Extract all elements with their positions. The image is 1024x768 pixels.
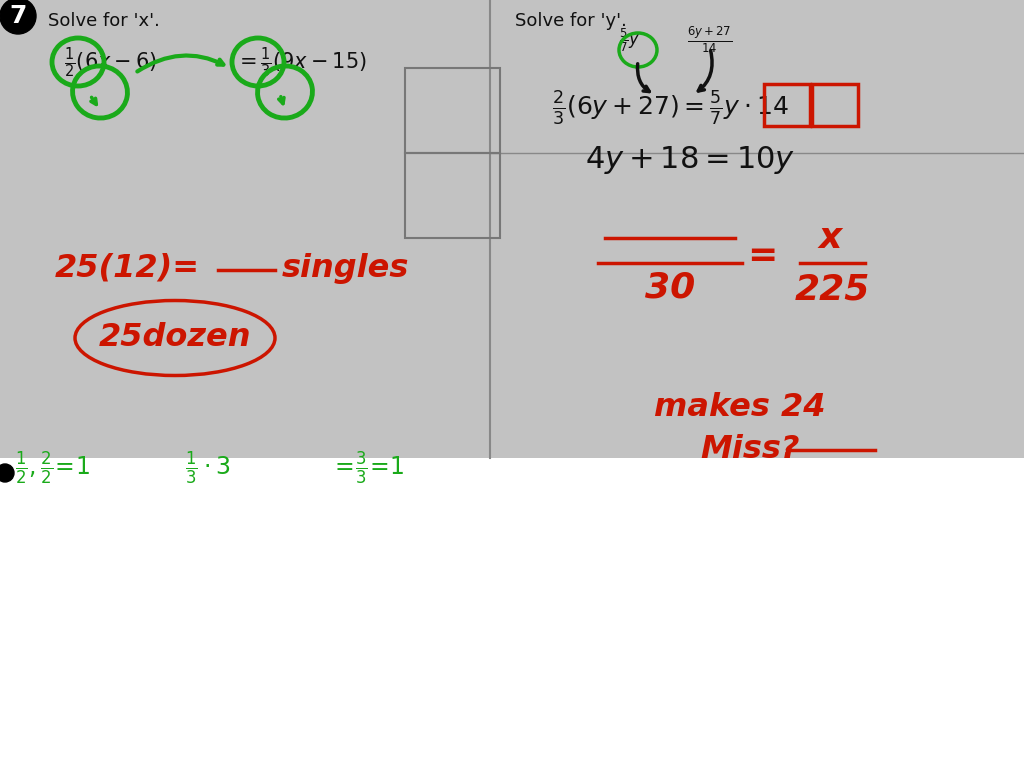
Text: =: = [746, 239, 777, 273]
Text: 30: 30 [645, 271, 695, 305]
Bar [406, 153, 500, 238]
Text: $\frac{1}{3}\cdot 3$: $\frac{1}{3}\cdot 3$ [185, 449, 230, 487]
Text: Solve for 'y'.: Solve for 'y'. [515, 12, 627, 30]
Text: 25(12)=: 25(12)= [55, 253, 200, 283]
Text: 25dozen: 25dozen [98, 323, 251, 353]
Text: Solve for 'x'.: Solve for 'x'. [48, 12, 160, 30]
Text: 225: 225 [795, 273, 869, 307]
Text: Miss?: Miss? [700, 435, 800, 465]
FancyBboxPatch shape [0, 458, 1024, 768]
Text: $\frac{5}{7}y$: $\frac{5}{7}y$ [620, 26, 641, 54]
Text: $=\!\frac{3}{3}\!=\!1$: $=\!\frac{3}{3}\!=\!1$ [330, 449, 404, 487]
Text: singles: singles [282, 253, 410, 283]
Text: $\frac{1}{2}(6x - 6)$: $\frac{1}{2}(6x - 6)$ [63, 46, 157, 80]
Circle shape [0, 464, 14, 482]
Bar [406, 68, 500, 153]
Text: $4y+18 = 10y$: $4y+18 = 10y$ [585, 144, 796, 176]
FancyBboxPatch shape [0, 0, 1024, 458]
Text: $= \frac{1}{3}(9x - 15)$: $= \frac{1}{3}(9x - 15)$ [234, 46, 367, 80]
Text: $\frac{6y + 27}{14}$: $\frac{6y + 27}{14}$ [687, 25, 733, 55]
Text: 7: 7 [9, 4, 27, 28]
Text: $\frac{1}{2}, \frac{2}{2}\!=\!1$: $\frac{1}{2}, \frac{2}{2}\!=\!1$ [15, 449, 90, 487]
Text: x: x [818, 221, 842, 255]
Circle shape [0, 0, 36, 34]
Text: makes 24: makes 24 [654, 392, 825, 423]
Text: $\frac{2}{3}(6y+27) = \frac{5}{7}y \cdot 14$: $\frac{2}{3}(6y+27) = \frac{5}{7}y \cdot… [552, 89, 788, 127]
